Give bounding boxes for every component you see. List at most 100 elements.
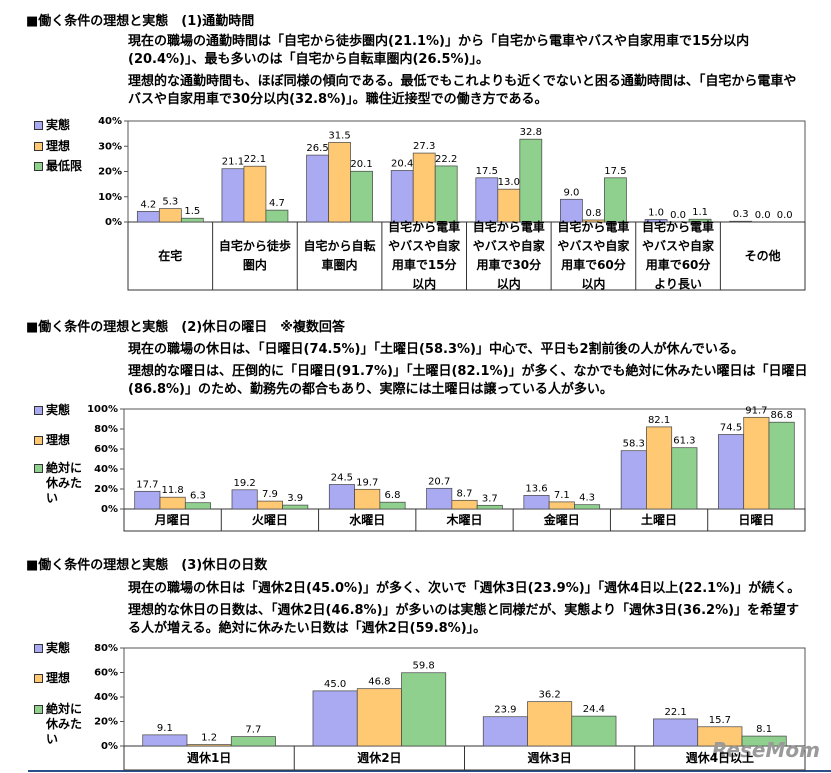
legend-item: 絶対に休みたい bbox=[34, 702, 98, 747]
bar bbox=[159, 496, 186, 510]
x-tick-label: 週休1日 bbox=[186, 750, 232, 765]
y-tick-label: 10% bbox=[98, 192, 122, 203]
data-label: 59.8 bbox=[413, 661, 435, 672]
y-tick-label: 60% bbox=[94, 668, 118, 679]
data-label: 24.5 bbox=[331, 473, 353, 484]
bar bbox=[646, 426, 673, 510]
data-label: 13.6 bbox=[525, 483, 547, 494]
y-tick-label: 30% bbox=[98, 141, 122, 152]
legend-label: 最低限 bbox=[46, 159, 83, 173]
legend-swatch bbox=[34, 121, 43, 130]
x-tick-label: 土曜日 bbox=[641, 512, 678, 527]
data-label: 9.0 bbox=[563, 187, 579, 198]
bar bbox=[620, 450, 647, 510]
data-label: 15.7 bbox=[709, 715, 731, 726]
data-label: 5.3 bbox=[162, 197, 178, 208]
legend-label: 理想 bbox=[46, 671, 71, 685]
description: 現在の職場の通勤時間は「自宅から徒歩圏内(21.1%)」から「自宅から電車やバス… bbox=[128, 33, 808, 113]
x-tick-label: 自宅から電車やバスや自家用車で60分より長い bbox=[642, 220, 715, 291]
y-tick-label: 100% bbox=[87, 404, 118, 415]
section-title: ■働く条件の理想と実態 (2)休日の曜日 ※複数回答 bbox=[26, 320, 345, 335]
bar bbox=[527, 701, 573, 747]
x-tick-label: 自宅から自転車圏内 bbox=[303, 239, 376, 272]
x-tick-label: 週休3日 bbox=[527, 750, 572, 765]
data-label: 61.3 bbox=[673, 436, 695, 447]
legend-label: 実態 bbox=[46, 641, 71, 655]
data-label: 23.9 bbox=[494, 705, 516, 716]
watermark: ReseMom bbox=[712, 738, 820, 762]
bar bbox=[134, 490, 161, 510]
bar bbox=[390, 170, 414, 223]
x-tick-label: 自宅から電車やバスや自家用車で60分以内 bbox=[557, 220, 630, 291]
y-tick-label: 20% bbox=[98, 167, 122, 178]
y-tick-label: 60% bbox=[94, 444, 118, 455]
bar bbox=[604, 177, 627, 223]
bar bbox=[451, 499, 478, 510]
legend-item: 絶対に休みたい bbox=[34, 461, 98, 506]
bar bbox=[230, 736, 276, 747]
data-label: 0.0 bbox=[755, 210, 771, 221]
data-label: 4.2 bbox=[140, 199, 156, 210]
y-tick-label: 0% bbox=[101, 504, 118, 515]
legend-item: 実態 bbox=[34, 641, 98, 656]
data-label: 19.7 bbox=[356, 477, 378, 488]
data-label: 1.2 bbox=[201, 733, 217, 744]
data-label: 22.1 bbox=[664, 707, 686, 718]
bar bbox=[729, 220, 753, 223]
legend-label: 実態 bbox=[46, 403, 71, 417]
y-tick-label: 40% bbox=[98, 116, 122, 127]
bar bbox=[354, 488, 381, 510]
bar bbox=[142, 734, 188, 747]
legend-swatch bbox=[34, 406, 43, 415]
bar bbox=[412, 152, 436, 223]
bar bbox=[743, 416, 770, 510]
data-label: 91.7 bbox=[745, 405, 767, 416]
legend-item: 理想 bbox=[34, 671, 98, 686]
x-tick-label: 月曜日 bbox=[154, 512, 191, 527]
bar bbox=[434, 165, 458, 223]
data-label: 27.3 bbox=[413, 141, 435, 152]
legend-label: 理想 bbox=[46, 433, 71, 447]
x-tick-label: 火曜日 bbox=[251, 512, 288, 527]
paragraph: 理想的な通勤時間も、ほぼ同様の傾向である。最低でもこれよりも近くでないと困る通勤… bbox=[128, 74, 797, 107]
bar bbox=[401, 672, 447, 747]
bar bbox=[306, 154, 329, 223]
data-label: 46.8 bbox=[368, 677, 390, 688]
bar bbox=[523, 495, 550, 510]
data-label: 8.7 bbox=[457, 488, 473, 499]
bar bbox=[221, 168, 245, 223]
x-tick-label: 自宅から徒歩圏内 bbox=[218, 239, 291, 272]
legend-swatch bbox=[34, 436, 43, 445]
x-tick-label: 週休4日以上 bbox=[685, 750, 755, 765]
data-label: 1.5 bbox=[184, 206, 200, 217]
data-label: 0.8 bbox=[585, 208, 601, 219]
bar bbox=[312, 690, 358, 747]
data-label: 19.2 bbox=[234, 478, 256, 489]
data-label: 1.0 bbox=[648, 207, 664, 218]
y-tick-label: 40% bbox=[94, 464, 118, 475]
x-tick-label: 日曜日 bbox=[738, 512, 775, 527]
legend-item: 最低限 bbox=[34, 159, 98, 174]
bar bbox=[519, 138, 543, 223]
y-tick-label: 0% bbox=[105, 217, 122, 228]
data-label: 4.7 bbox=[269, 198, 285, 209]
data-label: 7.7 bbox=[245, 725, 261, 736]
data-label: 32.8 bbox=[520, 127, 542, 138]
section-title: ■働く条件の理想と実態 (3)休日の日数 bbox=[26, 558, 268, 573]
legend-swatch bbox=[34, 674, 43, 683]
bar bbox=[768, 421, 795, 510]
section-title: ■働く条件の理想と実態 (1)通勤時間 bbox=[26, 14, 255, 29]
bar bbox=[571, 715, 617, 747]
legend-swatch bbox=[34, 464, 43, 473]
bar bbox=[574, 504, 601, 510]
legend-item: 実態 bbox=[34, 403, 98, 418]
bar bbox=[653, 718, 699, 747]
bar bbox=[688, 218, 712, 223]
bar bbox=[328, 142, 351, 223]
bar bbox=[136, 211, 160, 223]
data-label: 20.7 bbox=[428, 476, 450, 487]
data-label: 17.5 bbox=[476, 166, 498, 177]
bar bbox=[671, 447, 698, 510]
bar bbox=[231, 489, 258, 510]
data-label: 24.4 bbox=[583, 704, 605, 715]
